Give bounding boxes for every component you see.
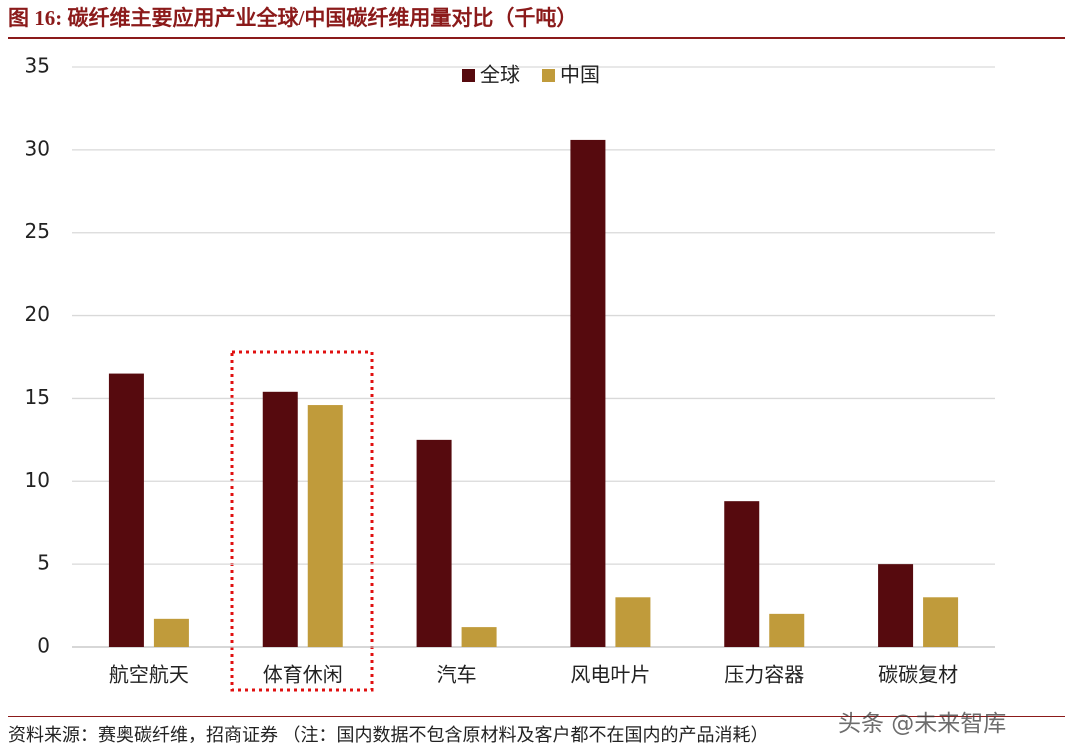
y-tick-label: 30: [25, 136, 50, 160]
bar: [307, 405, 343, 647]
bar: [153, 618, 189, 647]
title-rule: [8, 37, 1065, 39]
x-tick-label: 压力容器: [724, 663, 804, 687]
y-tick-label: 25: [25, 219, 50, 243]
x-tick-label: 航空航天: [109, 663, 189, 687]
bar: [570, 139, 606, 647]
y-tick-label: 15: [25, 385, 50, 409]
y-tick-label: 35: [25, 54, 50, 78]
bar: [461, 627, 497, 647]
watermark: 头条 @未来智库: [838, 711, 1007, 737]
y-tick-label: 20: [25, 302, 50, 326]
x-tick-label: 碳碳复材: [878, 663, 958, 687]
source-rule: [8, 716, 1065, 717]
y-tick-label: 10: [25, 468, 50, 492]
bar: [262, 391, 298, 647]
legend-label: 中国: [560, 63, 600, 87]
bar: [108, 373, 144, 647]
legend-swatch: [542, 69, 555, 82]
highlight-box: [230, 350, 374, 692]
y-tick-label: 5: [37, 551, 50, 575]
bar: [416, 439, 452, 647]
bar: [724, 501, 760, 647]
legend-swatch: [462, 69, 475, 82]
x-tick-label: 汽车: [437, 663, 477, 687]
source-note: 资料来源：赛奥碳纤维，招商证券 （注：国内数据不包含原材料及客户都不在国内的产品…: [8, 725, 769, 745]
bar: [878, 564, 914, 647]
x-tick-label: 风电叶片: [570, 663, 650, 687]
x-tick-label: 体育休闲: [263, 663, 343, 687]
bar: [615, 597, 651, 647]
y-tick-label: 0: [37, 634, 50, 658]
bar: [769, 613, 805, 647]
bar: [923, 597, 959, 647]
chart-title: 图 16: 碳纤维主要应用产业全球/中国碳纤维用量对比（千吨）: [8, 6, 578, 30]
legend-label: 全球: [480, 63, 520, 87]
